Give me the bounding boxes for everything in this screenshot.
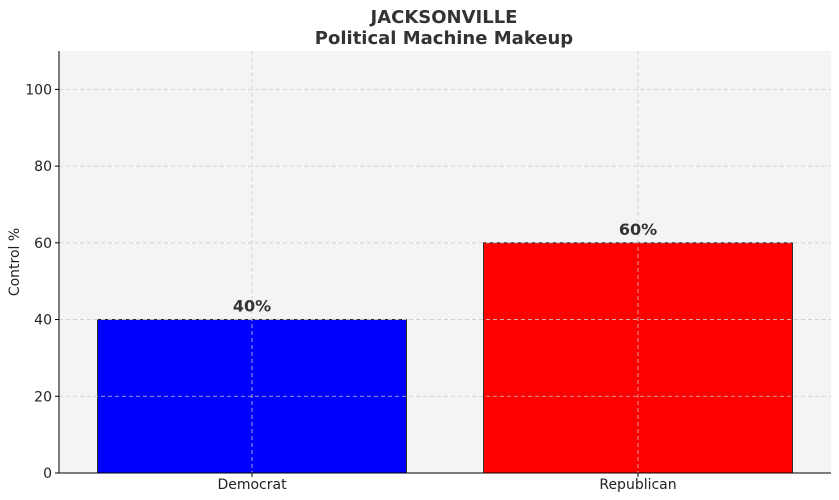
x-tick-label: Republican xyxy=(599,477,676,493)
y-axis-label: Control % xyxy=(7,228,23,296)
y-ticks: 0 20 40 60 80 100 xyxy=(25,82,59,482)
data-labels: 40% 60% xyxy=(233,220,657,316)
y-tick-label: 20 xyxy=(34,389,52,405)
y-tick-label: 100 xyxy=(25,82,52,98)
y-tick-label: 80 xyxy=(34,159,52,175)
x-ticks: Democrat Republican xyxy=(217,473,677,493)
y-tick-label: 40 xyxy=(34,313,52,329)
x-tick-label: Democrat xyxy=(217,477,287,493)
chart-title-line-1: JACKSONVILLE xyxy=(369,7,518,28)
y-tick-label: 60 xyxy=(34,236,52,252)
chart-title-line-2: Political Machine Makeup xyxy=(315,28,573,49)
data-label-republican: 60% xyxy=(619,220,657,239)
grid xyxy=(59,51,831,473)
data-label-democrat: 40% xyxy=(233,297,271,316)
y-tick-label: 0 xyxy=(43,466,52,482)
